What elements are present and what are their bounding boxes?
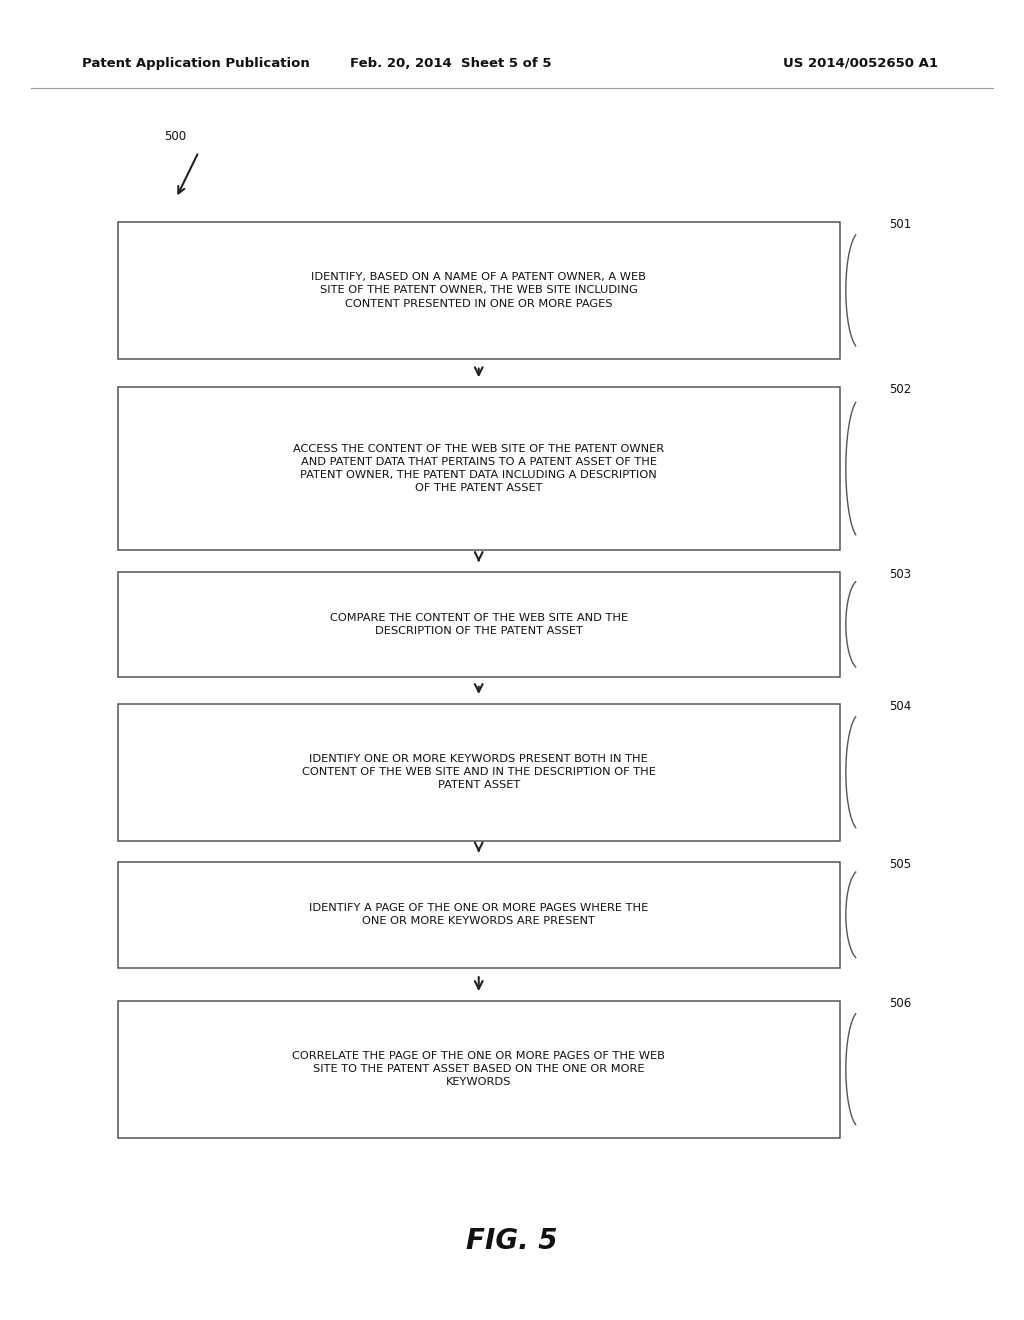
- FancyBboxPatch shape: [118, 572, 840, 677]
- Text: IDENTIFY ONE OR MORE KEYWORDS PRESENT BOTH IN THE
CONTENT OF THE WEB SITE AND IN: IDENTIFY ONE OR MORE KEYWORDS PRESENT BO…: [302, 754, 655, 791]
- Text: CORRELATE THE PAGE OF THE ONE OR MORE PAGES OF THE WEB
SITE TO THE PATENT ASSET : CORRELATE THE PAGE OF THE ONE OR MORE PA…: [292, 1051, 666, 1088]
- FancyBboxPatch shape: [118, 222, 840, 359]
- FancyBboxPatch shape: [118, 704, 840, 841]
- Text: 504: 504: [889, 700, 911, 713]
- Text: 506: 506: [889, 997, 911, 1010]
- FancyBboxPatch shape: [118, 862, 840, 968]
- Text: US 2014/0052650 A1: US 2014/0052650 A1: [782, 57, 938, 70]
- Text: IDENTIFY A PAGE OF THE ONE OR MORE PAGES WHERE THE
ONE OR MORE KEYWORDS ARE PRES: IDENTIFY A PAGE OF THE ONE OR MORE PAGES…: [309, 903, 648, 927]
- Text: IDENTIFY, BASED ON A NAME OF A PATENT OWNER, A WEB
SITE OF THE PATENT OWNER, THE: IDENTIFY, BASED ON A NAME OF A PATENT OW…: [311, 272, 646, 309]
- Text: ACCESS THE CONTENT OF THE WEB SITE OF THE PATENT OWNER
AND PATENT DATA THAT PERT: ACCESS THE CONTENT OF THE WEB SITE OF TH…: [293, 444, 665, 494]
- FancyBboxPatch shape: [118, 387, 840, 550]
- Text: 500: 500: [164, 129, 186, 143]
- Text: Patent Application Publication: Patent Application Publication: [82, 57, 309, 70]
- Text: 505: 505: [889, 858, 911, 871]
- Text: 501: 501: [889, 218, 911, 231]
- Text: Feb. 20, 2014  Sheet 5 of 5: Feb. 20, 2014 Sheet 5 of 5: [350, 57, 551, 70]
- Text: 503: 503: [889, 568, 911, 581]
- FancyBboxPatch shape: [118, 1001, 840, 1138]
- Text: 502: 502: [889, 383, 911, 396]
- Text: COMPARE THE CONTENT OF THE WEB SITE AND THE
DESCRIPTION OF THE PATENT ASSET: COMPARE THE CONTENT OF THE WEB SITE AND …: [330, 612, 628, 636]
- Text: FIG. 5: FIG. 5: [466, 1226, 558, 1255]
